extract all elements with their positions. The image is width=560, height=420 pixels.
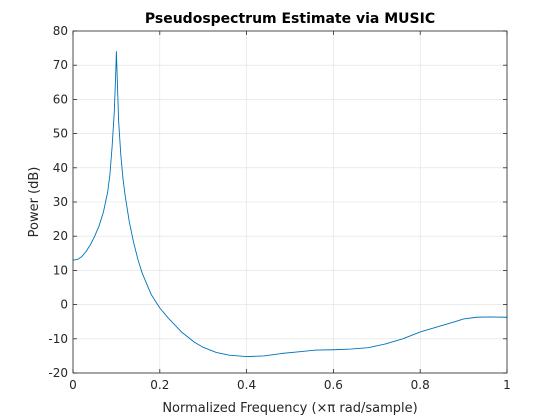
y-tick-label: 40 <box>53 161 68 175</box>
x-tick-label: 1 <box>503 378 511 392</box>
y-tick-label: 70 <box>53 58 68 72</box>
x-tick-label: 0.8 <box>411 378 430 392</box>
x-tick-label: 0.4 <box>237 378 256 392</box>
y-axis-label: Power (dB) <box>27 167 42 238</box>
chart-title: Pseudospectrum Estimate via MUSIC <box>145 11 435 27</box>
x-tick-label: 0.2 <box>150 378 169 392</box>
y-tick-label: 80 <box>53 24 68 38</box>
series-layer <box>72 51 508 358</box>
y-tick-label: 20 <box>53 229 68 243</box>
y-tick-label: 0 <box>60 298 68 312</box>
y-tick-label: -10 <box>48 332 68 346</box>
ticks: 0 0.2 0.4 0.6 0.8 1 -20 -10 0 10 20 30 40 50 60 70 80 <box>48 24 510 392</box>
x-tick-label: 0 <box>69 378 77 392</box>
y-tick-label: 50 <box>53 127 68 141</box>
x-tick-label: 0.6 <box>324 378 343 392</box>
y-tick-label: -20 <box>48 366 68 380</box>
y-tick-label: 60 <box>53 92 68 106</box>
grid <box>72 30 508 374</box>
series-line <box>72 51 508 358</box>
x-axis-label: Normalized Frequency (×π rad/sample) <box>162 401 417 416</box>
y-tick-label: 30 <box>53 195 68 209</box>
y-tick-label: 10 <box>53 263 68 277</box>
